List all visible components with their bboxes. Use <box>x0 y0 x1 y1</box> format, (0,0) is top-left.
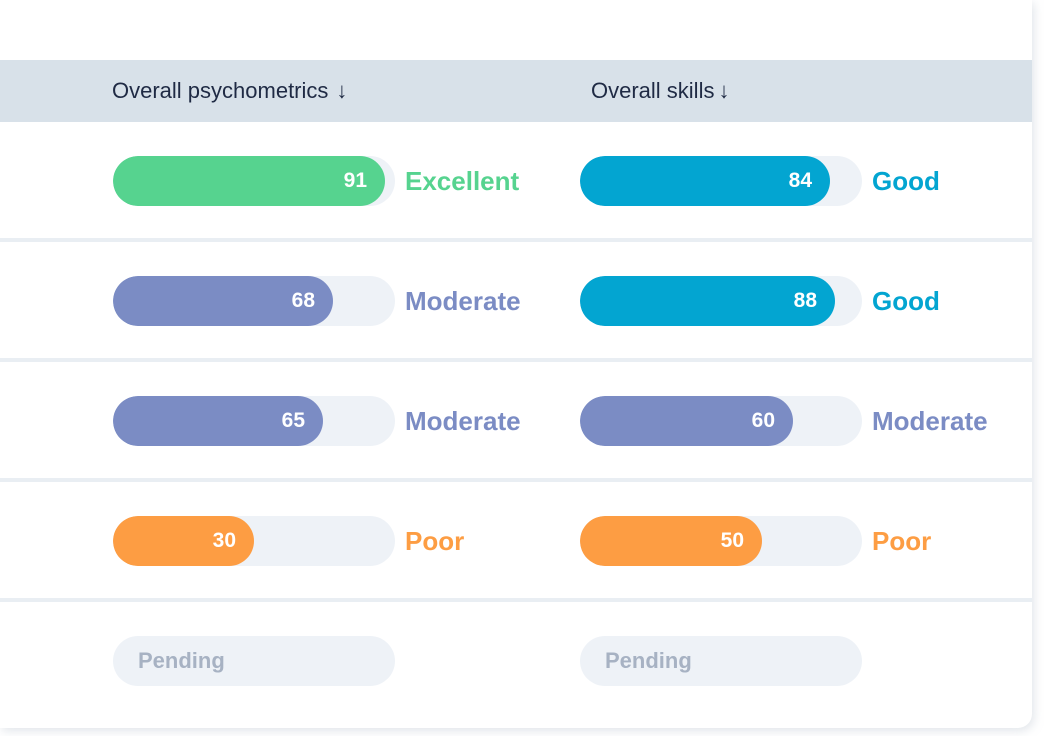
psychometrics-score-bar: 30 <box>113 516 254 566</box>
row-divider <box>0 598 1032 602</box>
psychometrics-score-bar: 68 <box>113 276 333 326</box>
psychometrics-rating-label: Moderate <box>405 406 521 436</box>
psychometrics-score-value: 91 <box>343 169 367 192</box>
psychometrics-rating-label: Poor <box>405 526 465 556</box>
psychometrics-score-track: 68 <box>113 276 395 326</box>
row-divider <box>0 478 1032 482</box>
psychometrics-score-value: 30 <box>212 529 236 552</box>
psychometrics-column-header[interactable]: Overall psychometrics ↓ <box>112 60 347 122</box>
skills-score-track: 88 <box>580 276 862 326</box>
skills-rating-label: Good <box>872 286 940 316</box>
skills-score-track: Pending <box>580 636 862 686</box>
psychometrics-score-bar: 65 <box>113 396 323 446</box>
skills-rating-label: Moderate <box>872 406 988 436</box>
psychometrics-score-track: 91 <box>113 156 395 206</box>
skills-rating-label: Poor <box>872 526 932 556</box>
skills-score-bar: 84 <box>580 156 830 206</box>
skills-header-label: Overall skills <box>591 78 715 103</box>
psychometrics-score-value: 68 <box>291 289 315 312</box>
skills-score-track: 50 <box>580 516 862 566</box>
psychometrics-score-bar: 91 <box>113 156 385 206</box>
skills-score-bar: 50 <box>580 516 762 566</box>
results-card: Overall psychometrics ↓ Overall skills ↓ E… <box>0 60 1032 722</box>
table-row[interactable]: Excellent 91 Good 84 <box>0 122 1032 242</box>
skills-score-bar: 60 <box>580 396 793 446</box>
psychometrics-score-track: 30 <box>113 516 395 566</box>
table-row[interactable]: Pending Pending <box>0 602 1032 722</box>
psychometrics-score-value: 65 <box>281 409 305 432</box>
sort-down-icon[interactable]: ↓ <box>718 78 730 103</box>
skills-score-value: 88 <box>793 289 817 312</box>
table-header: Overall psychometrics ↓ Overall skills ↓ <box>0 60 1032 122</box>
psychometrics-score-track: 65 <box>113 396 395 446</box>
skills-score-value: 84 <box>788 169 812 192</box>
psychometrics-header-label: Overall psychometrics <box>112 78 329 103</box>
skills-score-track: 84 <box>580 156 862 206</box>
row-divider <box>0 358 1032 362</box>
psychometrics-pending-label: Pending <box>138 648 225 673</box>
table-row[interactable]: Poor 30 Poor 50 <box>0 482 1032 602</box>
sort-down-icon[interactable]: ↓ <box>336 78 348 103</box>
skills-rating-label: Good <box>872 166 940 196</box>
row-divider <box>0 238 1032 242</box>
skills-score-bar: 88 <box>580 276 835 326</box>
table-row[interactable]: Moderate 68 Good 88 <box>0 242 1032 362</box>
psychometrics-rating-label: Excellent <box>405 166 520 196</box>
skills-score-track: 60 <box>580 396 862 446</box>
skills-score-value: 50 <box>720 529 744 552</box>
table-row[interactable]: Moderate 65 Moderate 60 <box>0 362 1032 482</box>
psychometrics-score-track: Pending <box>113 636 395 686</box>
skills-pending-label: Pending <box>605 648 692 673</box>
psychometrics-rating-label: Moderate <box>405 286 521 316</box>
skills-column-header[interactable]: Overall skills ↓ <box>591 60 729 122</box>
skills-score-value: 60 <box>751 409 775 432</box>
